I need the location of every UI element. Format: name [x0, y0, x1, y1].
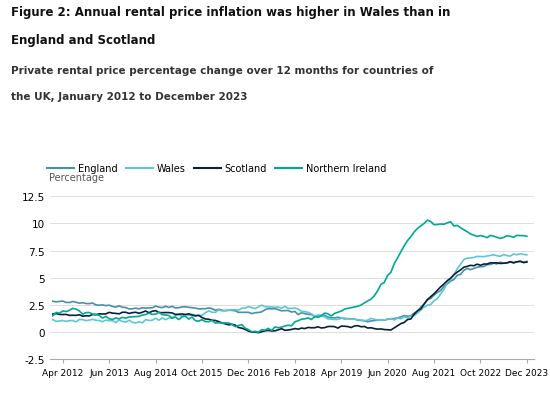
Text: England and Scotland: England and Scotland — [11, 34, 155, 47]
Text: Private rental price percentage change over 12 months for countries of: Private rental price percentage change o… — [11, 66, 433, 76]
Text: Figure 2: Annual rental price inflation was higher in Wales than in: Figure 2: Annual rental price inflation … — [11, 6, 450, 19]
Text: Percentage: Percentage — [50, 173, 104, 183]
Text: the UK, January 2012 to December 2023: the UK, January 2012 to December 2023 — [11, 92, 248, 102]
Legend: England, Wales, Scotland, Northern Ireland: England, Wales, Scotland, Northern Irela… — [43, 160, 390, 178]
